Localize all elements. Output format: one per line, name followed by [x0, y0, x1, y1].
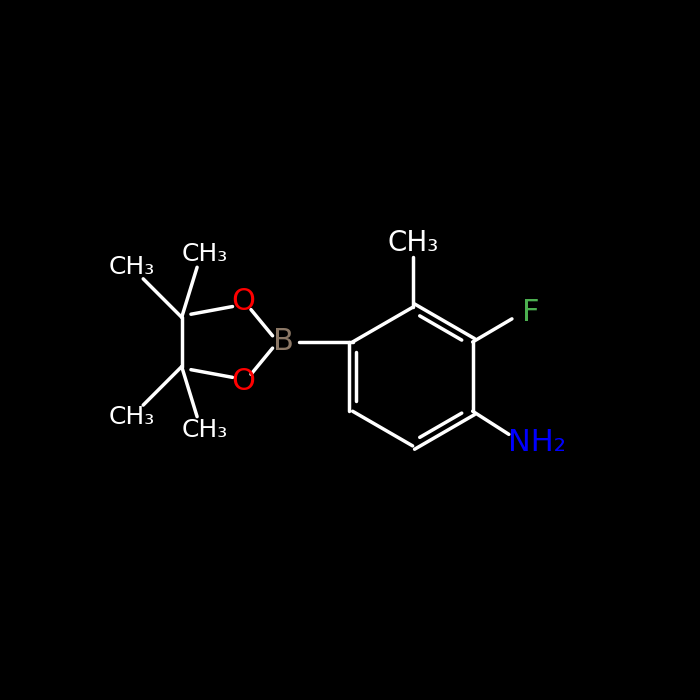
Text: CH₃: CH₃ [108, 256, 155, 279]
Text: O: O [231, 288, 255, 316]
Text: NH₂: NH₂ [508, 428, 566, 456]
Text: CH₃: CH₃ [108, 405, 155, 428]
Text: B: B [273, 328, 294, 356]
Text: CH₃: CH₃ [387, 230, 438, 258]
Text: F: F [522, 298, 539, 327]
Text: O: O [231, 368, 255, 396]
Text: CH₃: CH₃ [182, 242, 228, 266]
Text: CH₃: CH₃ [182, 418, 228, 442]
